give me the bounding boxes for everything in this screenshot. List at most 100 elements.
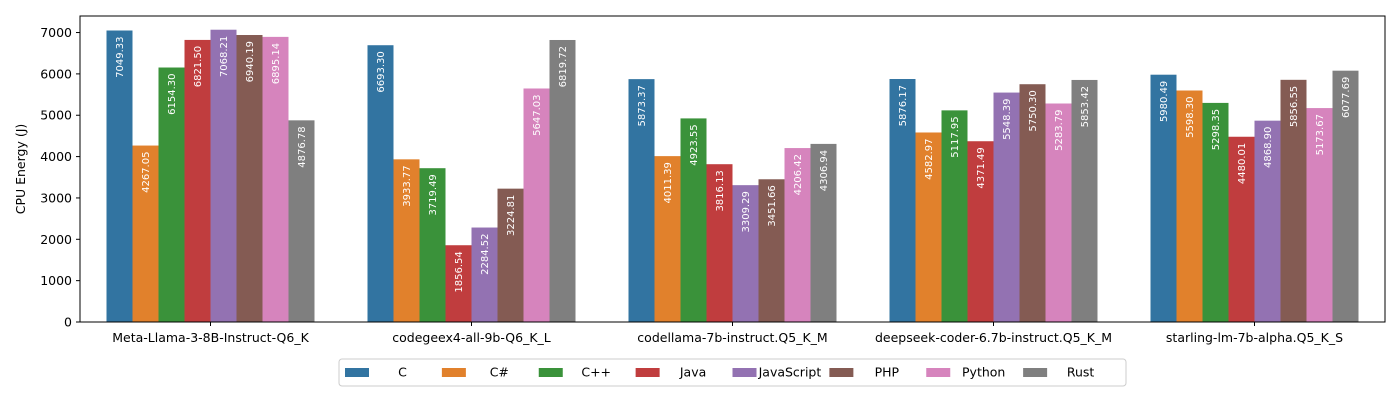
bar-java-4	[1228, 136, 1255, 322]
bar-java-3	[967, 141, 994, 322]
bar-value-label: 4923.55	[689, 124, 700, 165]
bar-value-label: 5980.49	[1159, 81, 1170, 122]
bar-value-label: 3816.13	[715, 170, 726, 211]
bar-value-label: 5298.35	[1211, 109, 1222, 150]
bar-value-label: 3933.77	[402, 165, 413, 206]
bar-value-label: 3309.29	[741, 191, 752, 232]
legend-label: JavaScript	[758, 365, 822, 380]
bar-value-label: 4267.05	[141, 152, 152, 193]
legend-label: PHP	[875, 365, 900, 380]
bar-c-4	[1150, 74, 1177, 322]
bar-value-label: 6821.50	[193, 46, 204, 87]
bar-python-4	[1306, 108, 1333, 322]
bar-c-3	[889, 79, 916, 323]
bar-python-3	[1045, 103, 1072, 322]
bar-value-label: 4011.39	[663, 162, 674, 203]
legend-swatch	[926, 368, 951, 377]
y-axis: 0 1000 2000 3000 4000 5000 6000 7000	[40, 25, 80, 330]
bar-value-label: 3451.66	[767, 185, 778, 226]
legend-swatch	[538, 368, 563, 377]
x-tick-label: codellama-7b-instruct.Q5_K_M	[637, 330, 827, 345]
bar-value-label: 5548.39	[1002, 99, 1013, 140]
bar-value-label: 6077.69	[1341, 77, 1352, 118]
bar-value-label: 6693.30	[376, 51, 387, 92]
bar-rust-1	[549, 39, 576, 322]
bar-value-label: 7049.33	[115, 37, 126, 78]
legend-swatch	[441, 368, 466, 377]
bar-javascript-1	[471, 227, 498, 322]
bar-javascript-4	[1254, 120, 1281, 323]
bar-value-label: 5283.79	[1054, 110, 1065, 151]
bar-value-label: 5173.67	[1315, 114, 1326, 155]
bar-value-label: 6154.30	[167, 74, 178, 115]
bar-java-0	[184, 39, 211, 323]
legend-label: C++	[581, 365, 611, 380]
bar-value-label: 4582.97	[924, 138, 935, 179]
x-tick-label: starling-lm-7b-alpha.Q5_K_S	[1166, 330, 1343, 345]
legend-label: Rust	[1067, 365, 1095, 380]
bar-value-label: 4306.94	[819, 150, 830, 191]
legend: C C# C++ Java JavaScript PHP Python Rust	[338, 358, 1127, 387]
bar-value-label: 5117.95	[950, 116, 961, 157]
bar-rust-3	[1071, 79, 1098, 322]
bar-value-label: 5856.55	[1289, 86, 1300, 127]
y-tick-label: 0	[64, 315, 72, 330]
bar-value-label: 6819.72	[558, 46, 569, 87]
bar-value-label: 2284.52	[480, 234, 491, 275]
legend-swatch	[635, 368, 660, 377]
bar-value-label: 4480.01	[1237, 143, 1248, 184]
bar-value-label: 5873.37	[637, 85, 648, 126]
bar-python-2	[784, 148, 811, 322]
bar-value-label: 3224.81	[506, 195, 517, 236]
bar-value-label: 5598.30	[1185, 97, 1196, 138]
bar-value-label: 5876.17	[898, 85, 909, 126]
bar-labels-layer: 7049.33 6693.30 5873.37 5876.17 5980.49 4267.…	[115, 36, 1352, 293]
bar-value-label: 3719.49	[428, 174, 439, 215]
bar-value-label: 4371.49	[976, 147, 987, 188]
x-axis: Meta-Llama-3-8B-Instruct-Q6_K codegeex4-a…	[112, 322, 1343, 345]
bar-javascript-0	[210, 29, 237, 322]
bar-javascript-2	[732, 185, 759, 322]
legend-swatch	[829, 368, 854, 377]
y-tick-label: 3000	[40, 190, 72, 205]
bar-java-1	[445, 245, 472, 322]
legend-swatch	[732, 368, 757, 377]
bar-python-1	[523, 88, 550, 323]
y-tick-label: 5000	[40, 108, 72, 123]
y-tick-label: 1000	[40, 273, 72, 288]
bar-php-2	[758, 179, 785, 322]
bar-c-2	[680, 118, 707, 322]
x-tick-label: Meta-Llama-3-8B-Instruct-Q6_K	[112, 330, 309, 345]
y-tick-label: 6000	[40, 66, 72, 81]
bar-c-0	[132, 145, 159, 322]
bar-c-0	[158, 67, 185, 322]
bar-c-2	[654, 156, 681, 322]
bar-rust-2	[810, 143, 837, 322]
bar-php-3	[1019, 84, 1046, 323]
bars-layer	[106, 29, 1359, 323]
legend-swatch	[1023, 368, 1048, 377]
y-tick-label: 7000	[40, 25, 72, 40]
x-tick-label: codegeex4-all-9b-Q6_K_L	[392, 330, 551, 345]
bar-value-label: 5750.30	[1028, 90, 1039, 131]
bar-c-1	[419, 168, 446, 322]
bar-php-4	[1280, 79, 1307, 322]
y-tick-label: 4000	[40, 149, 72, 164]
bar-value-label: 6895.14	[271, 43, 282, 84]
bar-php-1	[497, 188, 524, 322]
legend-label: C	[398, 365, 407, 380]
x-tick-label: deepseek-coder-6.7b-instruct.Q5_K_M	[875, 330, 1112, 345]
bar-c-2	[628, 79, 655, 323]
bar-value-label: 1856.54	[454, 251, 465, 292]
bar-python-0	[262, 36, 289, 322]
bar-c-3	[941, 110, 968, 323]
bar-c-0	[106, 30, 133, 323]
bar-java-2	[706, 164, 733, 322]
legend-label: Python	[962, 365, 1005, 380]
legend-swatch	[345, 368, 369, 377]
legend-label: Java	[679, 365, 706, 380]
bar-value-label: 5853.42	[1080, 86, 1091, 127]
legend-label: C#	[490, 365, 509, 380]
bar-c-1	[393, 159, 420, 322]
